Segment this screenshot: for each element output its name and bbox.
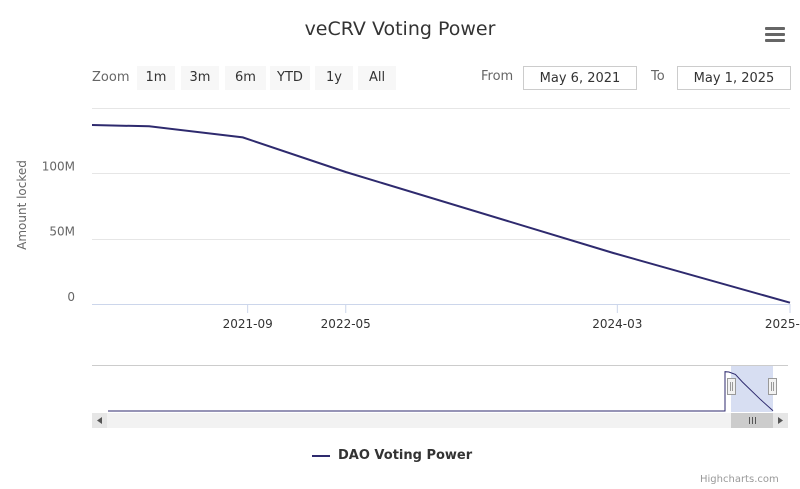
x-tick-label: 2024-03	[592, 317, 642, 331]
legend-line-swatch	[312, 454, 330, 457]
x-tick-label: 2021-09	[223, 317, 273, 331]
scrollbar-track[interactable]	[92, 413, 788, 428]
x-tick-label: 2022-05	[321, 317, 371, 331]
y-tick-label: 0	[67, 290, 75, 304]
navigator-right-handle[interactable]	[768, 378, 777, 395]
zoom-button-6m[interactable]: 6m	[225, 66, 266, 90]
series-line-dao-voting-power	[91, 124, 791, 304]
zoom-label: Zoom	[92, 70, 130, 85]
navigator-left-handle[interactable]	[727, 378, 736, 395]
legend-label: DAO Voting Power	[338, 448, 473, 463]
scrollbar-left-arrow[interactable]	[92, 413, 107, 428]
to-date-input[interactable]: May 1, 2025	[677, 66, 791, 90]
scrollbar-thumb[interactable]	[731, 413, 773, 428]
scrollbar-right-arrow[interactable]	[773, 413, 788, 428]
zoom-button-ytd[interactable]: YTD	[270, 66, 310, 90]
y-tick-label: 50M	[49, 225, 75, 239]
y-tick-label: 100M	[42, 159, 75, 173]
credits-link[interactable]: Highcharts.com	[700, 474, 779, 485]
navigator-series-line	[108, 371, 774, 412]
navigator-background	[92, 366, 788, 412]
to-label: To	[651, 69, 665, 84]
chart-title: veCRV Voting Power	[304, 18, 496, 40]
hamburger-menu-icon[interactable]	[765, 27, 785, 47]
zoom-button-3m[interactable]: 3m	[181, 66, 219, 90]
x-tick-label: 2025-05	[765, 317, 800, 331]
legend-item-dao-voting-power[interactable]: DAO Voting Power	[312, 448, 472, 463]
y-axis-title: Amount locked	[15, 160, 29, 250]
from-label: From	[481, 69, 514, 84]
from-date-input[interactable]: May 6, 2021	[523, 66, 637, 90]
zoom-button-1y[interactable]: 1y	[315, 66, 353, 90]
zoom-button-all[interactable]: All	[358, 66, 396, 90]
zoom-button-1m[interactable]: 1m	[137, 66, 175, 90]
